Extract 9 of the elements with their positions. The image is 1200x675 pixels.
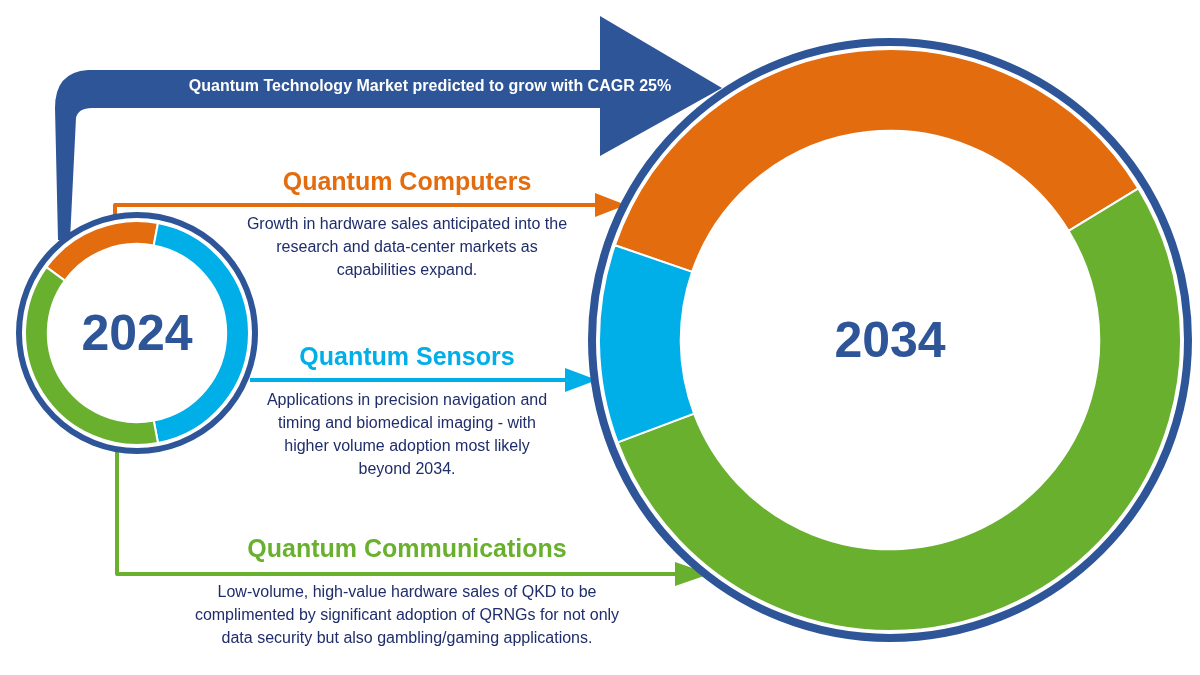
slice-label: Quantum Sensors [299,342,515,370]
text: Low-volume, high-value hardware sales of QKD to be complimented by significant adoption of QRNGs for not only data security but also gambling/gaming applications. [193,582,621,648]
text: 2034 [833,311,947,370]
text: Growth in hardware sales anticipated into the research and data-center markets as capabilities expand. [245,214,569,280]
slice-label: Quantum Computers [281,167,533,196]
slice-label: Quantum Communications [246,534,568,563]
text: 2024 [80,304,194,363]
text: Applications in precision navigation and timing and biomedical imaging - with higher volume adoption most likely beyond 2034. [265,390,549,479]
text: Quantum Technology Market predicted to grow with CAGR 25% [187,77,673,95]
